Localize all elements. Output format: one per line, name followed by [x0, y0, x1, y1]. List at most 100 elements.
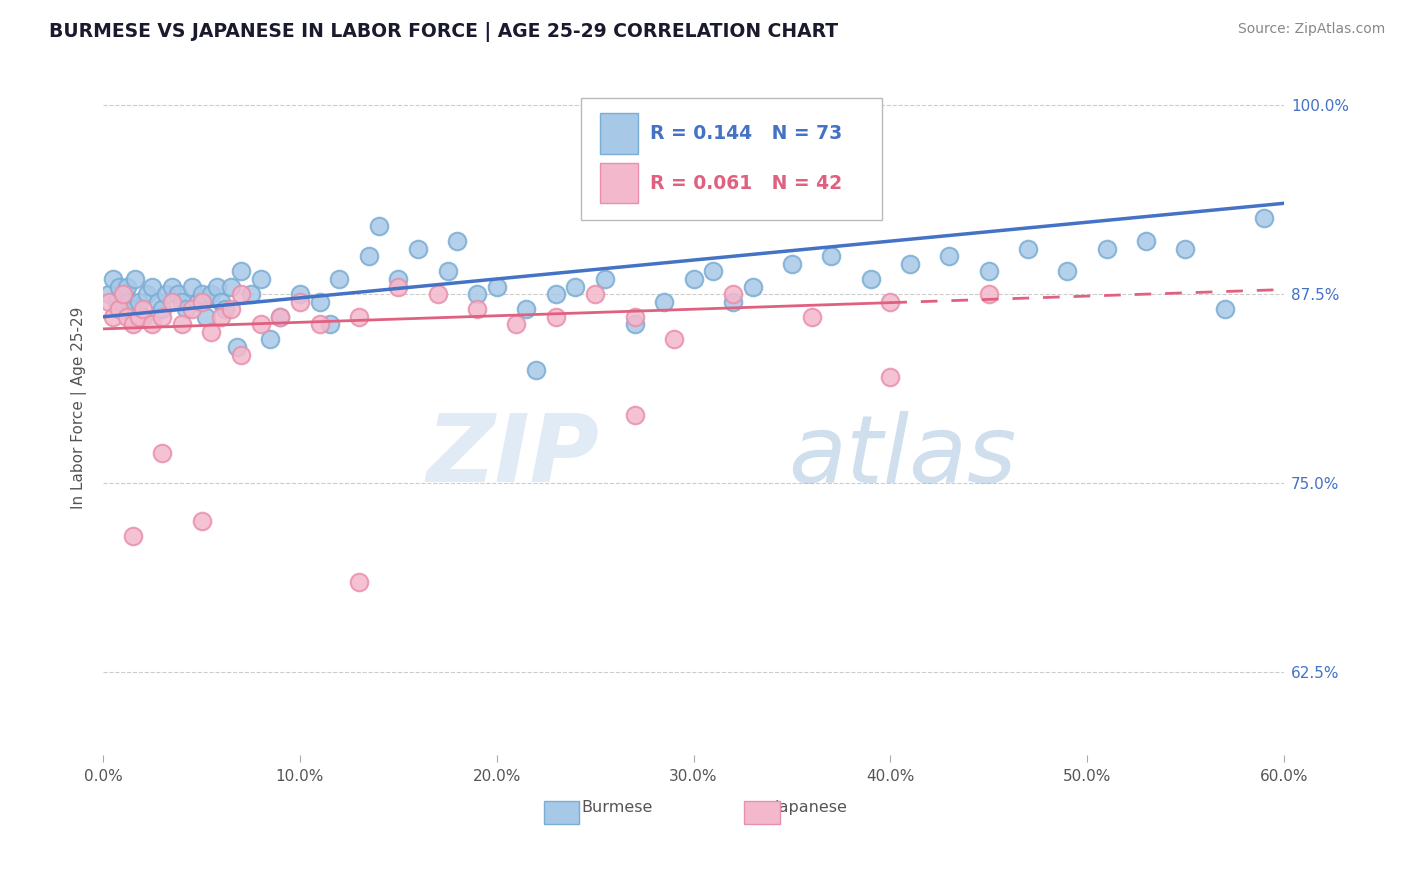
Point — [190, 514, 212, 528]
Point — [160, 294, 183, 309]
Point — [859, 272, 882, 286]
Point — [124, 272, 146, 286]
Text: Source: ZipAtlas.com: Source: ZipAtlas.com — [1237, 22, 1385, 37]
Point — [938, 249, 960, 263]
Point — [288, 287, 311, 301]
Point — [108, 279, 131, 293]
Point — [105, 294, 128, 309]
Point — [308, 294, 330, 309]
Point — [167, 287, 190, 301]
Point — [209, 310, 232, 324]
Point — [239, 287, 262, 301]
Point — [1253, 211, 1275, 226]
Point — [200, 325, 222, 339]
Text: Burmese: Burmese — [581, 800, 652, 815]
Point — [190, 294, 212, 309]
Point — [114, 287, 136, 301]
Point — [977, 287, 1000, 301]
Point — [721, 294, 744, 309]
FancyBboxPatch shape — [544, 801, 579, 824]
Point — [357, 249, 380, 263]
Point — [115, 310, 138, 324]
Point — [128, 310, 150, 324]
Point — [219, 302, 242, 317]
Point — [121, 529, 143, 543]
Point — [131, 310, 153, 324]
Point — [465, 302, 488, 317]
Point — [108, 302, 131, 317]
Point — [101, 310, 124, 324]
Text: R = 0.144   N = 73: R = 0.144 N = 73 — [650, 124, 842, 143]
Point — [1174, 242, 1197, 256]
Point — [564, 279, 586, 293]
Point — [180, 302, 202, 317]
Point — [1095, 242, 1118, 256]
Point — [898, 257, 921, 271]
Point — [524, 362, 547, 376]
Point — [741, 279, 763, 293]
Point — [131, 302, 153, 317]
Text: Japanese: Japanese — [775, 800, 848, 815]
Point — [593, 272, 616, 286]
Point — [515, 302, 537, 317]
Point — [101, 272, 124, 286]
Point — [150, 310, 173, 324]
Point — [662, 333, 685, 347]
Point — [623, 318, 645, 332]
Point — [1135, 234, 1157, 248]
Point — [446, 234, 468, 248]
Text: atlas: atlas — [787, 410, 1017, 502]
FancyBboxPatch shape — [600, 162, 638, 203]
Point — [347, 574, 370, 589]
Point — [160, 279, 183, 293]
Point — [219, 279, 242, 293]
Point — [387, 279, 409, 293]
FancyBboxPatch shape — [581, 98, 883, 219]
Point — [200, 287, 222, 301]
Point — [583, 287, 606, 301]
Point — [121, 318, 143, 332]
Point — [209, 294, 232, 309]
Point — [702, 264, 724, 278]
Point — [406, 242, 429, 256]
Point — [465, 287, 488, 301]
Point — [115, 279, 138, 293]
Point — [150, 446, 173, 460]
Point — [259, 333, 281, 347]
Point — [170, 294, 193, 309]
Text: ZIP: ZIP — [426, 410, 599, 502]
Point — [194, 310, 217, 324]
Point — [180, 279, 202, 293]
Point — [318, 318, 340, 332]
Point — [308, 318, 330, 332]
Point — [229, 287, 252, 301]
Point — [505, 318, 527, 332]
Point — [155, 287, 177, 301]
Point — [328, 272, 350, 286]
Point — [229, 348, 252, 362]
Point — [652, 294, 675, 309]
Point — [111, 287, 134, 301]
Point — [141, 279, 163, 293]
Point — [214, 302, 236, 317]
Point — [1017, 242, 1039, 256]
Point — [128, 294, 150, 309]
Point — [436, 264, 458, 278]
Point — [682, 272, 704, 286]
Point — [118, 294, 141, 309]
Point — [174, 302, 197, 317]
Point — [135, 287, 157, 301]
Point — [187, 294, 209, 309]
Point — [269, 310, 291, 324]
Point — [249, 318, 271, 332]
Point — [148, 294, 170, 309]
Point — [229, 264, 252, 278]
Point — [544, 310, 567, 324]
Point — [190, 287, 212, 301]
Text: R = 0.061   N = 42: R = 0.061 N = 42 — [650, 174, 842, 193]
Point — [367, 219, 389, 233]
Point — [269, 310, 291, 324]
Point — [141, 318, 163, 332]
Point — [800, 310, 823, 324]
Point — [121, 302, 143, 317]
